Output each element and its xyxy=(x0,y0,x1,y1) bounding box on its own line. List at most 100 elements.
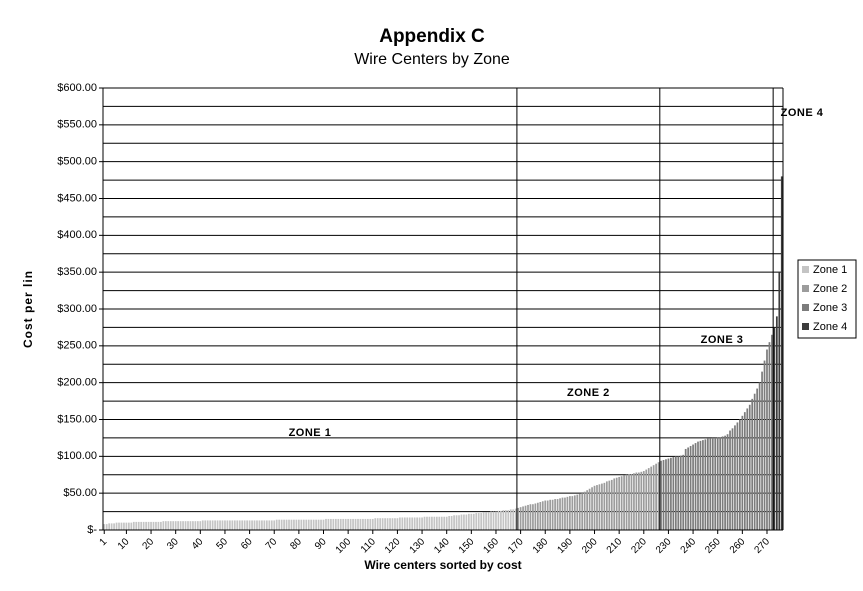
bar xyxy=(295,519,298,530)
y-tick-label: $200.00 xyxy=(57,377,97,389)
bar xyxy=(362,518,364,530)
bar xyxy=(221,520,224,530)
bar xyxy=(753,393,756,530)
bar xyxy=(334,518,337,530)
bar xyxy=(209,520,212,530)
bar xyxy=(583,491,586,530)
y-tick-label: $100.00 xyxy=(57,450,97,462)
bar xyxy=(544,500,547,530)
bar xyxy=(123,522,125,530)
bar xyxy=(150,521,152,530)
bar xyxy=(103,524,106,530)
bar xyxy=(480,513,483,530)
bar xyxy=(423,516,426,530)
bars xyxy=(103,176,783,530)
bar xyxy=(743,412,746,530)
bar xyxy=(246,520,248,530)
bar xyxy=(179,521,182,530)
bar xyxy=(302,519,305,530)
bar xyxy=(364,518,367,530)
bar xyxy=(280,519,283,530)
bar xyxy=(514,508,517,530)
x-tick-label: 190 xyxy=(555,536,575,556)
bar xyxy=(285,519,288,530)
bar xyxy=(105,524,108,530)
y-tick-label: $500.00 xyxy=(57,156,97,168)
bar xyxy=(174,521,177,530)
bar xyxy=(347,518,350,530)
zone-label: ZONE 1 xyxy=(289,427,332,439)
bar xyxy=(674,456,677,530)
y-tick-label: $600.00 xyxy=(57,82,97,94)
bar xyxy=(657,462,660,530)
bar xyxy=(731,428,734,530)
x-tick-label: 230 xyxy=(654,536,674,556)
bar xyxy=(554,499,556,530)
bar xyxy=(199,521,202,530)
bar xyxy=(551,499,554,530)
x-tick-label: 240 xyxy=(679,536,699,556)
bar xyxy=(172,521,175,530)
bar xyxy=(426,516,428,530)
bar xyxy=(371,518,374,530)
bar xyxy=(475,513,478,530)
bar xyxy=(495,511,497,530)
bar xyxy=(248,520,251,530)
bar xyxy=(640,471,643,530)
bar xyxy=(125,522,128,530)
legend-label: Zone 2 xyxy=(813,283,847,295)
bar xyxy=(670,457,672,530)
bar xyxy=(155,521,157,530)
bar xyxy=(317,519,320,530)
bar xyxy=(194,521,197,530)
x-tick-label: 220 xyxy=(629,536,649,556)
bar xyxy=(460,514,463,530)
bar xyxy=(571,496,574,530)
bar xyxy=(357,518,359,530)
bar xyxy=(763,360,766,530)
bar xyxy=(608,480,611,530)
bar xyxy=(596,485,598,530)
bar xyxy=(448,516,451,530)
bar xyxy=(337,518,340,530)
bar xyxy=(196,521,199,530)
bar xyxy=(310,519,313,530)
bar xyxy=(556,499,559,530)
x-tick-label: 210 xyxy=(605,536,625,556)
y-tick-label: $550.00 xyxy=(57,119,97,131)
bar xyxy=(408,517,411,530)
bar xyxy=(618,476,621,530)
bar xyxy=(322,519,325,530)
y-tick-label: $- xyxy=(87,524,97,536)
y-tick-label: $250.00 xyxy=(57,340,97,352)
bar xyxy=(546,500,549,530)
chart-title: Appendix C xyxy=(379,26,485,47)
bar xyxy=(697,441,699,530)
bar xyxy=(500,510,502,530)
bar xyxy=(339,518,342,530)
bar xyxy=(268,520,271,530)
bar xyxy=(628,474,630,530)
x-tick-label: 110 xyxy=(359,536,378,555)
bar xyxy=(642,471,645,530)
bar xyxy=(169,521,172,530)
bar xyxy=(406,517,409,530)
bar xyxy=(679,455,682,530)
bar xyxy=(581,493,584,530)
bar xyxy=(780,176,783,530)
bar xyxy=(438,516,441,530)
bar xyxy=(110,523,113,530)
bar xyxy=(118,522,120,530)
y-tick-label: $450.00 xyxy=(57,192,97,204)
bar xyxy=(374,518,377,530)
bar xyxy=(576,494,579,530)
bar xyxy=(359,518,362,530)
bar xyxy=(201,520,204,530)
bar xyxy=(539,502,542,530)
x-tick-label: 120 xyxy=(383,536,403,556)
x-tick-label: 140 xyxy=(432,536,452,556)
bar xyxy=(490,511,492,530)
bar xyxy=(573,495,576,530)
bar xyxy=(613,478,616,530)
bar xyxy=(645,469,648,530)
